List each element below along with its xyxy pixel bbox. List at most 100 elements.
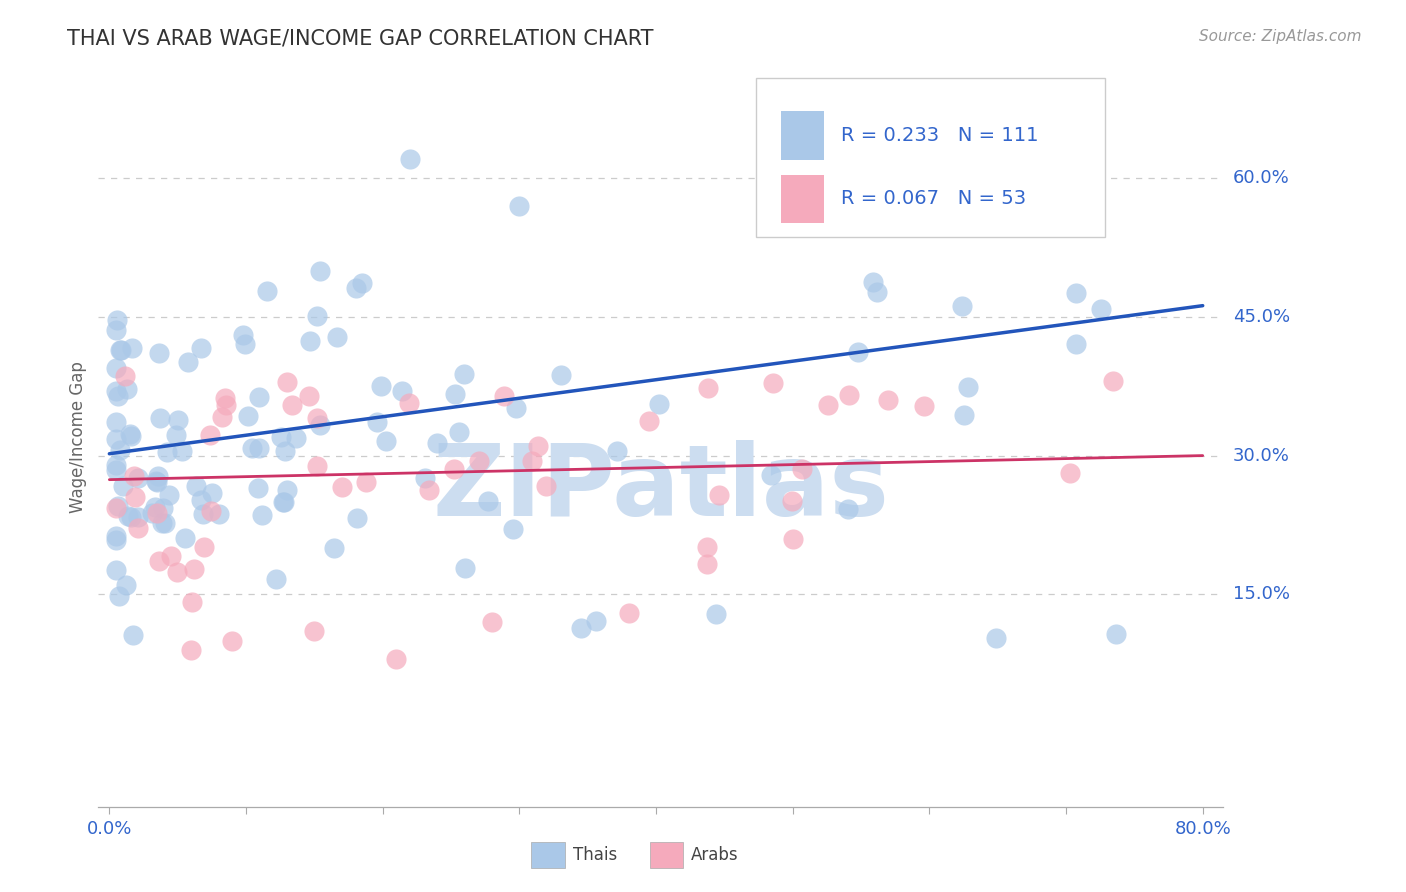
Point xyxy=(156,444,179,458)
Point xyxy=(696,540,718,554)
Point xyxy=(105,323,128,337)
Point xyxy=(159,549,181,563)
Point xyxy=(120,510,142,524)
Point xyxy=(1090,302,1112,317)
Point xyxy=(453,560,475,574)
Point xyxy=(247,390,270,404)
Point xyxy=(307,458,329,473)
Point xyxy=(304,624,326,639)
Text: THAI VS ARAB WAGE/INCOME GAP CORRELATION CHART: THAI VS ARAB WAGE/INCOME GAP CORRELATION… xyxy=(67,29,654,48)
Point xyxy=(952,409,974,423)
Point xyxy=(114,369,136,384)
Point xyxy=(211,410,233,425)
Point xyxy=(105,533,128,548)
Point xyxy=(492,389,515,403)
Point xyxy=(181,595,204,609)
Point xyxy=(413,471,436,485)
Point xyxy=(127,509,149,524)
Point xyxy=(174,531,197,545)
Point xyxy=(184,479,207,493)
Point xyxy=(298,389,321,403)
Point xyxy=(792,462,814,476)
Point xyxy=(443,386,465,401)
Point xyxy=(170,444,193,458)
Point xyxy=(120,429,142,443)
Point xyxy=(986,631,1008,645)
Point xyxy=(782,532,804,546)
Point xyxy=(453,368,475,382)
Point xyxy=(145,474,167,488)
Point xyxy=(180,643,202,657)
Text: 45.0%: 45.0% xyxy=(1233,308,1291,326)
Point xyxy=(157,488,180,502)
Text: 15.0%: 15.0% xyxy=(1233,585,1289,603)
Point xyxy=(198,427,221,442)
Point xyxy=(550,368,572,382)
Point xyxy=(323,541,346,555)
Point xyxy=(920,204,942,219)
Point xyxy=(235,336,257,351)
Point xyxy=(326,329,349,343)
Point xyxy=(127,470,149,484)
Point xyxy=(177,354,200,368)
Point xyxy=(638,414,661,428)
Point xyxy=(837,501,859,516)
Point xyxy=(105,529,128,543)
Point xyxy=(167,413,190,427)
Point xyxy=(153,516,176,531)
Point xyxy=(240,441,263,455)
Point xyxy=(305,310,328,324)
Point xyxy=(502,522,524,536)
Point xyxy=(148,469,170,483)
Point xyxy=(122,628,145,642)
Point xyxy=(105,500,128,515)
Point xyxy=(141,506,163,520)
Point xyxy=(236,409,259,424)
Point xyxy=(201,486,224,500)
Point xyxy=(190,493,212,508)
Point xyxy=(846,345,869,359)
Point xyxy=(110,343,132,357)
Point xyxy=(370,379,392,393)
Point xyxy=(426,436,449,450)
Point xyxy=(1066,285,1088,300)
Point xyxy=(866,285,889,299)
Point xyxy=(374,434,396,448)
Point xyxy=(281,398,304,412)
Point xyxy=(108,443,131,458)
Point xyxy=(115,578,138,592)
Point xyxy=(107,500,129,514)
Text: R = 0.233   N = 111: R = 0.233 N = 111 xyxy=(841,126,1038,145)
Point xyxy=(1064,336,1087,351)
Point xyxy=(256,285,278,299)
Point xyxy=(276,375,298,389)
Point xyxy=(150,516,173,530)
Point xyxy=(271,495,294,509)
Point xyxy=(617,606,640,620)
Point xyxy=(443,462,465,476)
Point xyxy=(232,328,254,343)
Point xyxy=(105,415,128,429)
Point xyxy=(215,398,238,412)
Point xyxy=(449,425,471,439)
FancyBboxPatch shape xyxy=(756,78,1105,237)
Text: 60.0%: 60.0% xyxy=(1233,169,1289,187)
Point xyxy=(105,361,128,376)
Point xyxy=(1059,466,1081,480)
Y-axis label: Wage/Income Gap: Wage/Income Gap xyxy=(69,361,87,513)
Point xyxy=(270,430,292,444)
Point xyxy=(309,417,332,432)
Point xyxy=(838,388,860,402)
Point xyxy=(467,454,489,468)
Point xyxy=(246,481,269,495)
Point xyxy=(115,382,138,396)
Point xyxy=(585,614,607,628)
Point xyxy=(214,391,236,405)
Point xyxy=(505,401,527,415)
Point xyxy=(352,276,374,290)
Point xyxy=(107,389,129,403)
Point xyxy=(817,398,839,412)
Point xyxy=(912,399,935,413)
Point xyxy=(105,463,128,477)
Point xyxy=(276,483,298,497)
